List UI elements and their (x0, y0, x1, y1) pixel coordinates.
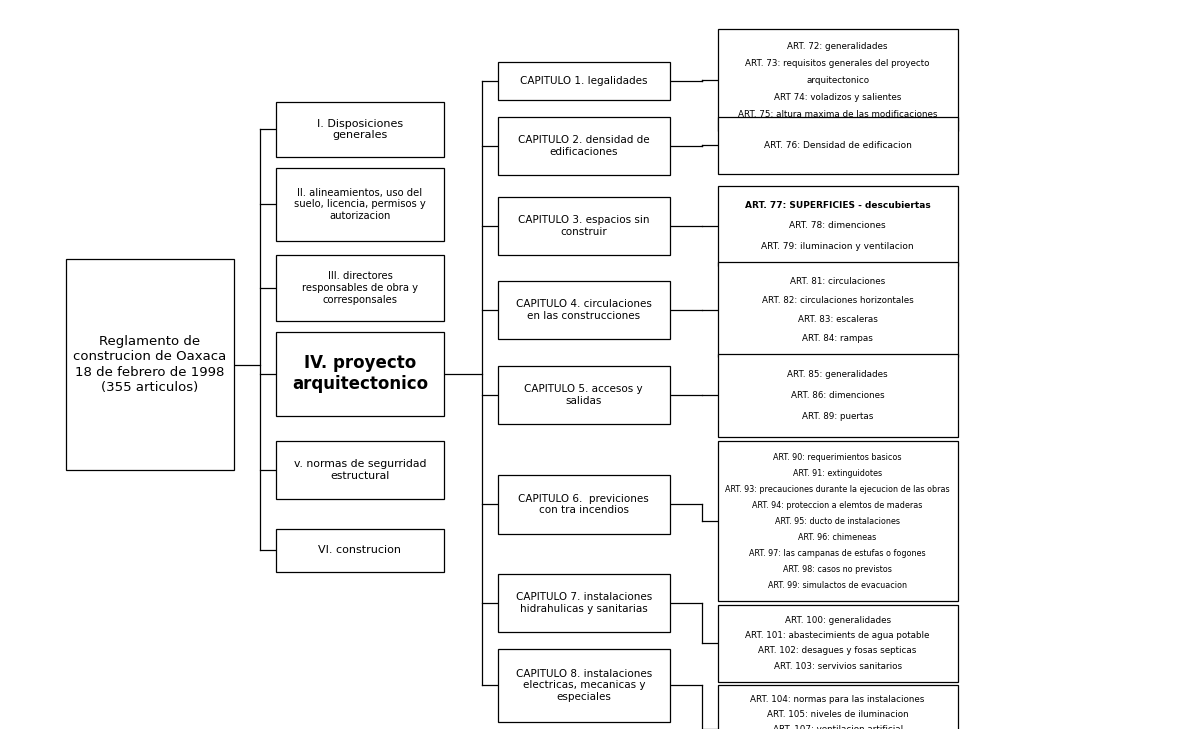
Text: ART. 93: precauciones durante la ejecucion de las obras: ART. 93: precauciones durante la ejecuci… (725, 485, 950, 494)
Text: ART. 76: Densidad de edificacion: ART. 76: Densidad de edificacion (763, 141, 912, 149)
Bar (718, 441, 958, 601)
Bar (718, 354, 958, 437)
Bar (498, 574, 670, 632)
Text: ART 74: voladizos y salientes: ART 74: voladizos y salientes (774, 93, 901, 102)
Text: ART. 99: simulactos de evacuacion: ART. 99: simulactos de evacuacion (768, 581, 907, 590)
Text: ART. 97: las campanas de estufas o fogones: ART. 97: las campanas de estufas o fogon… (749, 549, 926, 558)
Text: IV. proyecto
arquitectonico: IV. proyecto arquitectonico (292, 354, 428, 393)
Text: CAPITULO 7. instalaciones
hidrahulicas y sanitarias: CAPITULO 7. instalaciones hidrahulicas y… (516, 592, 652, 614)
Text: CAPITULO 3. espacios sin
construir: CAPITULO 3. espacios sin construir (518, 215, 649, 237)
Text: ART. 86: dimenciones: ART. 86: dimenciones (791, 391, 884, 400)
Text: ART. 82: circulaciones horizontales: ART. 82: circulaciones horizontales (762, 296, 913, 305)
Bar (498, 649, 670, 722)
Bar (498, 197, 670, 255)
Text: ART. 104: normas para las instalaciones: ART. 104: normas para las instalaciones (750, 695, 925, 704)
Text: ART. 107: ventilacion artificial: ART. 107: ventilacion artificial (773, 725, 902, 729)
Text: CAPITULO 8. instalaciones
electricas, mecanicas y
especiales: CAPITULO 8. instalaciones electricas, me… (516, 668, 652, 702)
Text: ART. 94: proteccion a elemtos de maderas: ART. 94: proteccion a elemtos de maderas (752, 501, 923, 510)
Text: v. normas de segurridad
estructural: v. normas de segurridad estructural (294, 459, 426, 481)
Text: ART. 78: dimenciones: ART. 78: dimenciones (790, 222, 886, 230)
Bar (718, 29, 958, 131)
Text: ART. 79: iluminacion y ventilacion: ART. 79: iluminacion y ventilacion (761, 241, 914, 251)
Text: ART. 83: escaleras: ART. 83: escaleras (798, 315, 877, 324)
Text: Reglamento de
construcion de Oaxaca
18 de febrero de 1998
(355 articulos): Reglamento de construcion de Oaxaca 18 d… (73, 335, 227, 394)
Bar (276, 255, 444, 321)
Text: ART. 72: generalidades: ART. 72: generalidades (787, 42, 888, 51)
Text: ART. 103: servivios sanitarios: ART. 103: servivios sanitarios (774, 662, 901, 671)
Bar (718, 685, 958, 729)
Text: CAPITULO 5. accesos y
salidas: CAPITULO 5. accesos y salidas (524, 384, 643, 406)
Text: ART. 85: generalidades: ART. 85: generalidades (787, 370, 888, 379)
Text: ART. 73: requisitos generales del proyecto: ART. 73: requisitos generales del proyec… (745, 58, 930, 68)
Bar (276, 332, 444, 416)
Text: ART. 84: rampas: ART. 84: rampas (802, 334, 874, 343)
Text: ART. 102: desagues y fosas septicas: ART. 102: desagues y fosas septicas (758, 647, 917, 655)
Text: arquitectonico: arquitectonico (806, 76, 869, 85)
Text: VI. construcion: VI. construcion (318, 545, 402, 555)
Text: CAPITULO 4. circulaciones
en las construcciones: CAPITULO 4. circulaciones en las constru… (516, 299, 652, 321)
Text: ART. 98: casos no previstos: ART. 98: casos no previstos (784, 565, 892, 574)
Bar (498, 117, 670, 175)
Bar (718, 186, 958, 266)
Text: ART. 91: extinguidotes: ART. 91: extinguidotes (793, 469, 882, 477)
Text: ART. 90: requerimientos basicos: ART. 90: requerimientos basicos (773, 453, 902, 461)
Text: CAPITULO 1. legalidades: CAPITULO 1. legalidades (520, 76, 648, 86)
Bar (498, 281, 670, 339)
Bar (66, 259, 234, 470)
Bar (718, 605, 958, 682)
Text: ART. 75: altura maxima de las modificaciones: ART. 75: altura maxima de las modificaci… (738, 109, 937, 119)
Text: ART. 105: niveles de iluminacion: ART. 105: niveles de iluminacion (767, 710, 908, 719)
Text: ART. 95: ducto de instalaciones: ART. 95: ducto de instalaciones (775, 517, 900, 526)
Text: CAPITULO 2. densidad de
edificaciones: CAPITULO 2. densidad de edificaciones (518, 135, 649, 157)
Bar (718, 262, 958, 357)
Text: ART. 96: chimeneas: ART. 96: chimeneas (798, 533, 877, 542)
Text: II. alineamientos, uso del
suelo, licencia, permisos y
autorizacion: II. alineamientos, uso del suelo, licenc… (294, 187, 426, 221)
Bar (718, 117, 958, 174)
Text: ART. 89: puertas: ART. 89: puertas (802, 412, 874, 421)
Bar (498, 62, 670, 100)
Text: ART. 100: generalidades: ART. 100: generalidades (785, 616, 890, 625)
Bar (276, 102, 444, 157)
Text: I. Disposiciones
generales: I. Disposiciones generales (317, 119, 403, 140)
Bar (276, 529, 444, 572)
Text: ART. 77: SUPERFICIES - descubiertas: ART. 77: SUPERFICIES - descubiertas (745, 201, 930, 211)
Bar (276, 168, 444, 241)
Text: ART. 81: circulaciones: ART. 81: circulaciones (790, 277, 886, 286)
Text: III. directores
responsables de obra y
corresponsales: III. directores responsables de obra y c… (302, 271, 418, 305)
Bar (498, 366, 670, 424)
Bar (498, 475, 670, 534)
Bar (276, 441, 444, 499)
Text: ART. 101: abastecimients de agua potable: ART. 101: abastecimients de agua potable (745, 631, 930, 640)
Text: CAPITULO 6.  previciones
con tra incendios: CAPITULO 6. previciones con tra incendio… (518, 494, 649, 515)
